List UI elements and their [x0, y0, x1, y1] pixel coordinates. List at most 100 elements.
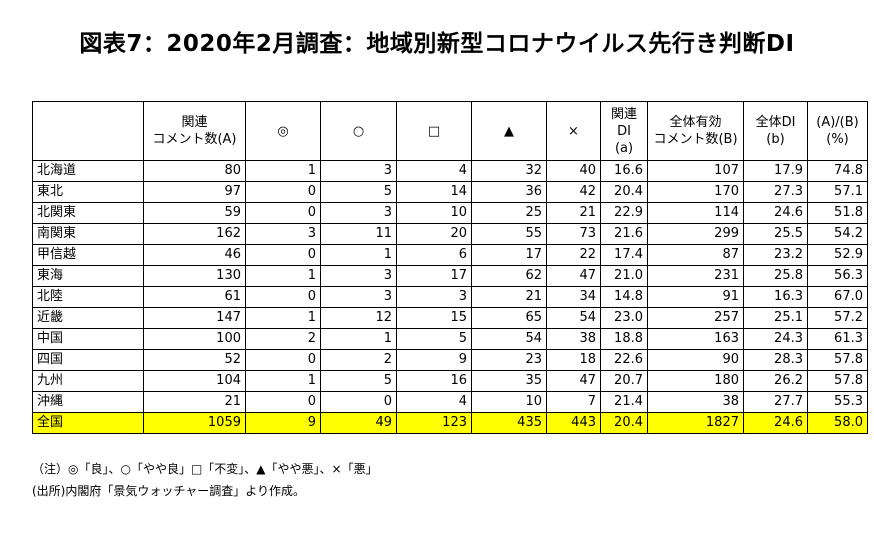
value-cell: 231 [647, 265, 744, 287]
value-cell: 74.8 [807, 160, 868, 182]
region-cell: 四国 [32, 349, 144, 371]
value-cell: 170 [647, 181, 744, 203]
value-cell: 25.1 [743, 307, 808, 329]
value-cell: 2 [245, 328, 321, 350]
value-cell: 27.7 [743, 391, 808, 413]
value-cell: 435 [471, 412, 547, 434]
table-row: 北関東 59 0 3 10 25 21 22.9 114 24.6 51.8 [32, 202, 868, 224]
value-cell: 54.2 [807, 223, 868, 245]
value-cell: 114 [647, 202, 744, 224]
region-cell: 沖縄 [32, 391, 144, 413]
value-cell: 147 [143, 307, 246, 329]
value-cell: 23 [471, 349, 547, 371]
value-cell: 61.3 [807, 328, 868, 350]
value-cell: 1 [320, 244, 397, 266]
column-header: ○ [320, 101, 397, 161]
value-cell: 25.5 [743, 223, 808, 245]
value-cell: 180 [647, 370, 744, 392]
region-cell: 東海 [32, 265, 144, 287]
value-cell: 35 [471, 370, 547, 392]
value-cell: 97 [143, 181, 246, 203]
region-cell: 東北 [32, 181, 144, 203]
column-header: 関連 DI (a) [600, 101, 648, 161]
value-cell: 22.6 [600, 349, 648, 371]
value-cell: 0 [320, 391, 397, 413]
regional-di-table: 関連 コメント数(A) ◎ ○ □ ▲ × 関連 DI (a) 全体有効 コメント数(B) 全体DI (b… [32, 101, 868, 434]
value-cell: 123 [396, 412, 472, 434]
value-cell: 27.3 [743, 181, 808, 203]
value-cell: 87 [647, 244, 744, 266]
value-cell: 16.3 [743, 286, 808, 308]
value-cell: 12 [320, 307, 397, 329]
value-cell: 299 [647, 223, 744, 245]
value-cell: 17.4 [600, 244, 648, 266]
value-cell: 17.9 [743, 160, 808, 182]
value-cell: 1 [320, 328, 397, 350]
value-cell: 5 [320, 370, 397, 392]
table-row: 甲信越 46 0 1 6 17 22 17.4 87 23.2 52.9 [32, 244, 868, 266]
value-cell: 6 [396, 244, 472, 266]
value-cell: 163 [647, 328, 744, 350]
region-cell: 近畿 [32, 307, 144, 329]
value-cell: 11 [320, 223, 397, 245]
table-row: 南関東 162 3 11 20 55 73 21.6 299 25.5 54.2 [32, 223, 868, 245]
value-cell: 61 [143, 286, 246, 308]
value-cell: 56.3 [807, 265, 868, 287]
value-cell: 51.8 [807, 202, 868, 224]
value-cell: 9 [245, 412, 321, 434]
region-cell: 北関東 [32, 202, 144, 224]
value-cell: 104 [143, 370, 246, 392]
value-cell: 257 [647, 307, 744, 329]
table-row: 沖縄 21 0 0 4 10 7 21.4 38 27.7 55.3 [32, 391, 868, 413]
value-cell: 23.2 [743, 244, 808, 266]
value-cell: 40 [546, 160, 601, 182]
value-cell: 57.8 [807, 370, 868, 392]
value-cell: 58.0 [807, 412, 868, 434]
region-cell: 北海道 [32, 160, 144, 182]
value-cell: 28.3 [743, 349, 808, 371]
value-cell: 20.7 [600, 370, 648, 392]
region-cell: 九州 [32, 370, 144, 392]
value-cell: 1 [245, 265, 321, 287]
region-cell: 南関東 [32, 223, 144, 245]
value-cell: 36 [471, 181, 547, 203]
value-cell: 0 [245, 391, 321, 413]
table-row: 東北 97 0 5 14 36 42 20.4 170 27.3 57.1 [32, 181, 868, 203]
value-cell: 25 [471, 202, 547, 224]
source-note: (出所)内閣府「景気ウォッチャー調査」より作成。 [32, 484, 306, 498]
column-header: □ [396, 101, 472, 161]
value-cell: 2 [320, 349, 397, 371]
value-cell: 52.9 [807, 244, 868, 266]
table-row: 九州 104 1 5 16 35 47 20.7 180 26.2 57.8 [32, 370, 868, 392]
value-cell: 47 [546, 370, 601, 392]
table-row: 四国 52 0 2 9 23 18 22.6 90 28.3 57.8 [32, 349, 868, 371]
value-cell: 162 [143, 223, 246, 245]
value-cell: 21.6 [600, 223, 648, 245]
value-cell: 130 [143, 265, 246, 287]
value-cell: 4 [396, 160, 472, 182]
value-cell: 38 [546, 328, 601, 350]
value-cell: 100 [143, 328, 246, 350]
value-cell: 1059 [143, 412, 246, 434]
value-cell: 34 [546, 286, 601, 308]
column-header: × [546, 101, 601, 161]
value-cell: 107 [647, 160, 744, 182]
value-cell: 0 [245, 181, 321, 203]
table-row: 近畿 147 1 12 15 65 54 23.0 257 25.1 57.2 [32, 307, 868, 329]
column-header: 全体DI (b) [743, 101, 808, 161]
value-cell: 49 [320, 412, 397, 434]
value-cell: 62 [471, 265, 547, 287]
value-cell: 3 [320, 160, 397, 182]
value-cell: 59 [143, 202, 246, 224]
value-cell: 57.1 [807, 181, 868, 203]
value-cell: 55 [471, 223, 547, 245]
value-cell: 91 [647, 286, 744, 308]
value-cell: 3 [245, 223, 321, 245]
table-row: 北海道 80 1 3 4 32 40 16.6 107 17.9 74.8 [32, 160, 868, 182]
value-cell: 0 [245, 202, 321, 224]
value-cell: 1 [245, 160, 321, 182]
value-cell: 20.4 [600, 412, 648, 434]
value-cell: 16.6 [600, 160, 648, 182]
value-cell: 21.0 [600, 265, 648, 287]
value-cell: 21 [143, 391, 246, 413]
